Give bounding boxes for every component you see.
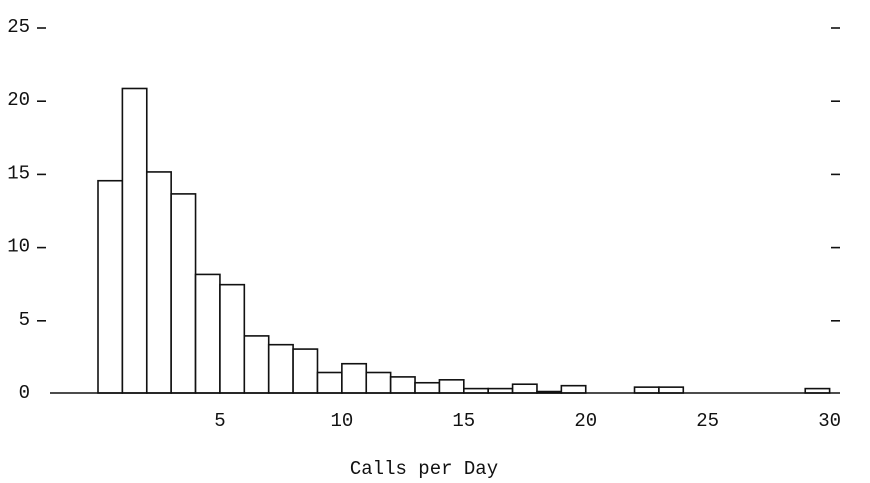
y-tick-label: 25 bbox=[7, 16, 30, 38]
bar bbox=[560, 384, 587, 394]
x-tick-label: 20 bbox=[574, 410, 597, 432]
bar bbox=[292, 348, 319, 394]
x-tick-label: 15 bbox=[452, 410, 475, 432]
bar bbox=[633, 386, 660, 394]
y-tick-label: 15 bbox=[7, 162, 30, 184]
bar bbox=[170, 193, 197, 394]
y-tick-label: 20 bbox=[7, 89, 30, 111]
bar bbox=[389, 376, 416, 394]
y-tick-label: 5 bbox=[19, 309, 30, 331]
bar bbox=[145, 171, 172, 394]
bar bbox=[97, 179, 124, 394]
x-tick-label: 30 bbox=[818, 410, 841, 432]
x-tick-label: 10 bbox=[330, 410, 353, 432]
y-tick-label: 10 bbox=[7, 236, 30, 258]
bar bbox=[438, 379, 465, 394]
x-axis-label: Calls per Day bbox=[350, 458, 498, 480]
bar bbox=[511, 383, 538, 394]
bar bbox=[316, 371, 343, 394]
bar bbox=[341, 362, 368, 394]
bar bbox=[267, 343, 294, 394]
y-tick-label: 0 bbox=[19, 382, 30, 404]
x-tick-label: 25 bbox=[696, 410, 719, 432]
x-tick-label: 5 bbox=[214, 410, 225, 432]
bar bbox=[658, 386, 685, 394]
bar bbox=[365, 371, 392, 394]
bar bbox=[414, 381, 441, 394]
bar bbox=[243, 335, 270, 394]
bar bbox=[121, 87, 148, 394]
bar bbox=[219, 283, 246, 394]
bar bbox=[194, 273, 221, 394]
